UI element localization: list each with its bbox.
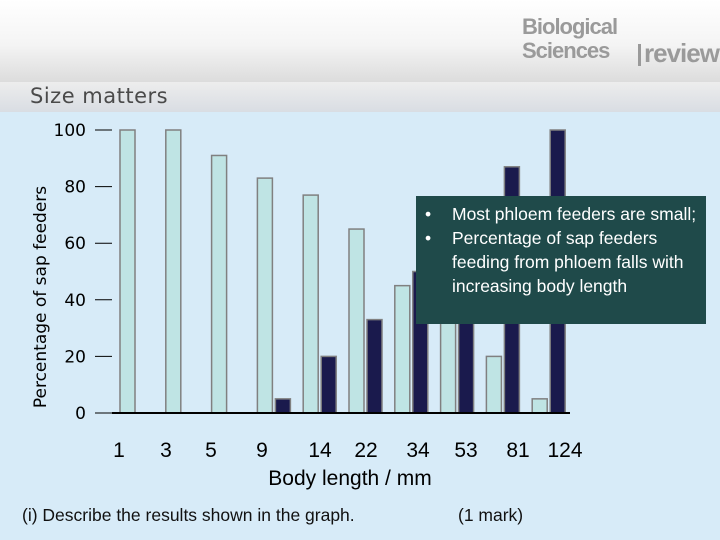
x-tick-label-81: 81 xyxy=(506,439,529,462)
x-tick-label-53: 53 xyxy=(454,439,477,462)
question-text: (i) Describe the results shown in the gr… xyxy=(22,505,355,525)
bar-light-1 xyxy=(119,129,136,414)
bar-chart: 0 20 40 60 80 100 1 3 5 9 14 22 34 53 81 124 Body length… xyxy=(31,121,583,490)
bar-light-3 xyxy=(165,129,182,414)
x-axis-title: Body length / mm xyxy=(268,467,431,490)
x-tick-label-14: 14 xyxy=(308,439,332,462)
annotation-item-1: Most phloem feeders are small; xyxy=(425,202,706,226)
bar-light-124 xyxy=(531,398,548,414)
x-tick-label-3: 3 xyxy=(160,439,172,462)
y-tick-label-60: 60 xyxy=(64,234,86,254)
brand-line-3: review xyxy=(644,38,720,68)
subtitle-band xyxy=(0,82,720,112)
header-band xyxy=(0,0,720,82)
slide-subtitle: Size matters xyxy=(30,84,169,108)
bar-light-53 xyxy=(439,310,457,414)
bar-dark-9 xyxy=(274,398,292,414)
x-tick-label-124: 124 xyxy=(547,439,582,462)
brand-line-2: Sciences xyxy=(522,38,610,63)
bar-light-5 xyxy=(210,154,228,414)
brand-divider xyxy=(638,44,641,66)
y-tick-label-40: 40 xyxy=(64,291,86,311)
x-tick-label-22: 22 xyxy=(354,439,377,462)
y-tick-label-20: 20 xyxy=(64,347,86,367)
y-axis-title: Percentage of sap feeders xyxy=(31,186,51,408)
x-tick-label-9: 9 xyxy=(256,439,268,462)
y-tick-label-100: 100 xyxy=(54,121,86,141)
marks-text: (1 mark) xyxy=(458,505,524,525)
brand-line-1: Biological xyxy=(522,14,618,39)
x-tick-label-34: 34 xyxy=(406,439,430,462)
bar-dark-22 xyxy=(366,318,383,414)
bar-light-9 xyxy=(256,177,274,414)
bar-dark-14 xyxy=(320,355,337,414)
annotation-box: Most phloem feeders are small; Percentag… xyxy=(416,196,706,324)
annotation-item-2: Percentage of sap feeders feeding from p… xyxy=(425,226,706,298)
bar-light-14 xyxy=(302,194,319,414)
annotation-list: Most phloem feeders are small; Percentag… xyxy=(416,202,706,298)
bar-light-22 xyxy=(348,228,365,414)
bar-light-34 xyxy=(394,284,411,414)
y-tick-label-80: 80 xyxy=(64,178,86,198)
bar-light-81 xyxy=(485,355,503,414)
x-tick-label-5: 5 xyxy=(205,439,217,462)
x-tick-label-1: 1 xyxy=(113,439,125,462)
brand-logo: Biological Sciences review xyxy=(520,14,720,66)
y-tick-label-0: 0 xyxy=(75,404,86,424)
